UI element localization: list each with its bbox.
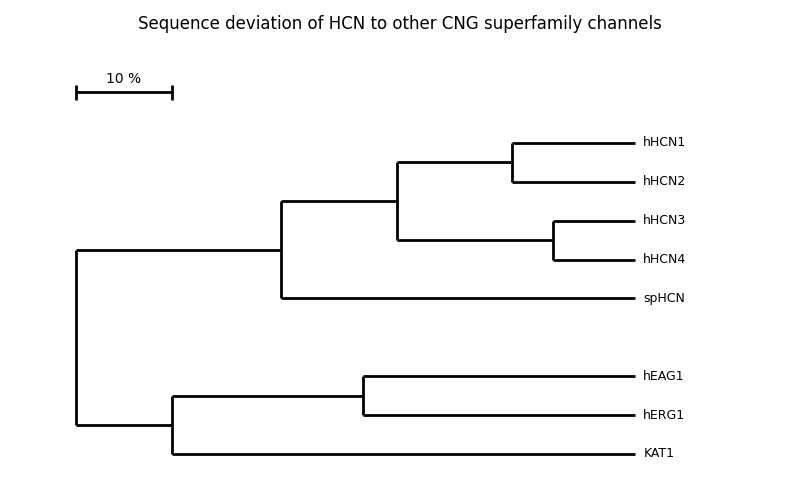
Text: hHCN1: hHCN1 — [643, 136, 686, 149]
Text: hEAG1: hEAG1 — [643, 370, 685, 382]
Title: Sequence deviation of HCN to other CNG superfamily channels: Sequence deviation of HCN to other CNG s… — [138, 15, 662, 33]
Text: 10 %: 10 % — [106, 72, 142, 86]
Text: spHCN: spHCN — [643, 292, 685, 305]
Text: hHCN4: hHCN4 — [643, 253, 686, 266]
Text: hERG1: hERG1 — [643, 408, 686, 422]
Text: hHCN3: hHCN3 — [643, 214, 686, 227]
Text: hHCN2: hHCN2 — [643, 175, 686, 188]
Text: KAT1: KAT1 — [643, 448, 674, 460]
